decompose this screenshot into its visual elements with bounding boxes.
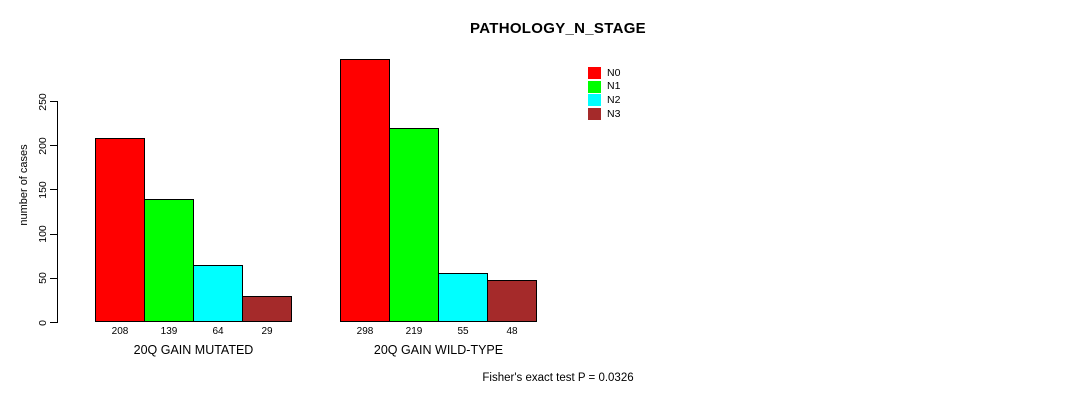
legend-label: N1	[607, 80, 621, 93]
y-axis-tick	[50, 277, 57, 279]
legend-swatch-n1	[588, 80, 601, 93]
bar-20q-gain-mutated-n1	[144, 199, 194, 322]
y-axis-tick-label: 0	[37, 319, 49, 326]
bar-20q-gain-mutated-n3	[242, 296, 292, 322]
y-axis-tick-label: 100	[37, 225, 49, 243]
legend-item-n3: N3	[588, 107, 620, 121]
bar-20q-gain-wild-type-n2	[438, 273, 488, 322]
bar-value-label: 298	[356, 326, 374, 337]
bar-20q-gain-wild-type-n3	[487, 280, 537, 322]
legend: N0 N1 N2 N3	[588, 66, 620, 121]
legend-swatch-n2	[588, 94, 601, 107]
x-category-label: 20Q GAIN MUTATED	[133, 343, 254, 357]
y-axis-tick-label: 200	[37, 136, 49, 155]
bar-value-label: 64	[212, 326, 224, 337]
bar-20q-gain-mutated-n2	[193, 265, 243, 322]
legend-item-n0: N0	[588, 66, 620, 80]
legend-label: N3	[607, 107, 621, 120]
y-axis-tick-label: 250	[37, 92, 49, 111]
y-axis-tick	[50, 322, 57, 323]
chart-title: PATHOLOGY_N_STAGE	[470, 20, 646, 37]
y-axis-line	[57, 101, 58, 323]
bar-value-label: 55	[457, 326, 469, 337]
bar-value-label: 29	[261, 326, 273, 337]
legend-label: N2	[607, 93, 621, 106]
y-axis-tick	[50, 189, 57, 191]
y-axis-tick	[50, 145, 57, 147]
legend-swatch-n3	[588, 107, 601, 120]
legend-item-n1: N1	[588, 80, 620, 94]
bar-20q-gain-wild-type-n1	[389, 128, 439, 322]
legend-label: N0	[607, 66, 621, 79]
bar-20q-gain-mutated-n0	[95, 138, 145, 322]
y-axis-tick	[50, 233, 57, 235]
y-axis-tick-label: 150	[37, 181, 49, 199]
bar-value-label: 208	[111, 326, 129, 337]
bar-value-label: 219	[405, 326, 423, 337]
x-category-label: 20Q GAIN WILD-TYPE	[373, 343, 504, 357]
y-axis-title: number of cases	[18, 144, 30, 226]
legend-item-n2: N2	[588, 93, 620, 107]
y-axis-tick-label: 50	[37, 272, 49, 285]
legend-swatch-n0	[588, 66, 601, 79]
bar-value-label: 48	[506, 326, 518, 337]
annotation-text: Fisher's exact test P = 0.0326	[482, 372, 634, 384]
bar-20q-gain-wild-type-n0	[340, 59, 390, 322]
bar-value-label: 139	[160, 326, 178, 337]
y-axis-tick	[50, 101, 57, 102]
